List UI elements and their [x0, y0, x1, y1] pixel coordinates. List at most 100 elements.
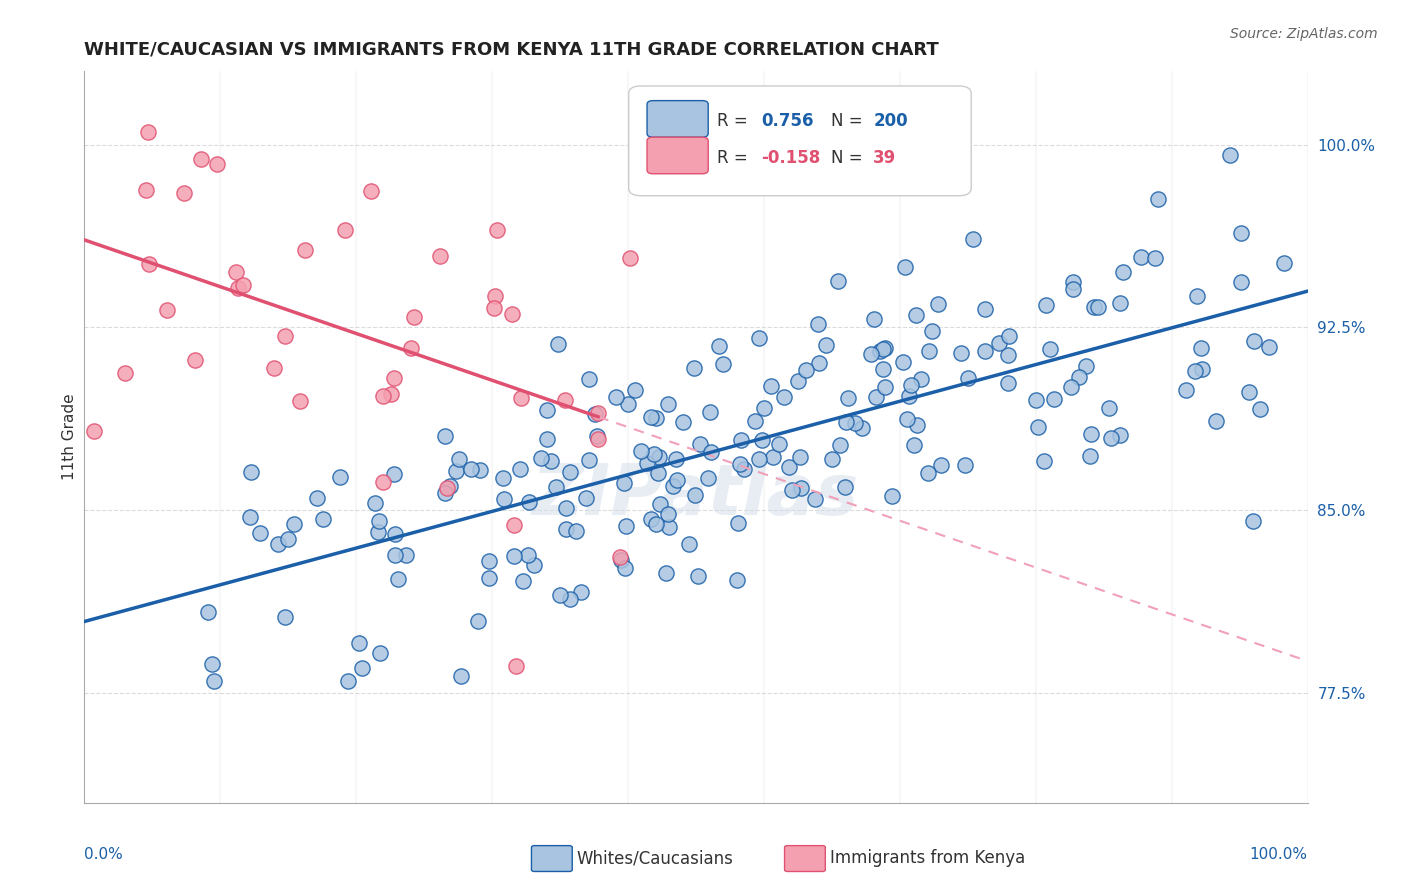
- FancyBboxPatch shape: [628, 86, 972, 195]
- Text: -0.158: -0.158: [761, 149, 820, 167]
- Point: [540, 454, 562, 468]
- Text: 39: 39: [873, 149, 897, 167]
- Point: [468, 462, 491, 476]
- Point: [859, 347, 882, 361]
- Point: [492, 492, 515, 507]
- Point: [1205, 414, 1227, 428]
- Point: [827, 274, 849, 288]
- Point: [484, 289, 506, 303]
- Point: [586, 428, 609, 442]
- Point: [502, 307, 524, 321]
- Text: 100.0%: 100.0%: [1250, 847, 1308, 862]
- Point: [644, 411, 666, 425]
- Point: [1185, 289, 1208, 303]
- Point: [754, 401, 776, 416]
- Point: [683, 488, 706, 502]
- Point: [921, 324, 943, 338]
- Point: [249, 526, 271, 541]
- Point: [1080, 426, 1102, 441]
- Point: [1249, 401, 1271, 416]
- Point: [225, 265, 247, 279]
- Point: [575, 491, 598, 505]
- Point: [648, 497, 671, 511]
- Point: [875, 342, 897, 356]
- Point: [1062, 275, 1084, 289]
- Point: [748, 452, 770, 467]
- Point: [1043, 392, 1066, 406]
- Point: [896, 411, 918, 425]
- Point: [586, 405, 609, 419]
- Point: [998, 328, 1021, 343]
- Point: [1174, 383, 1197, 397]
- Point: [897, 389, 920, 403]
- Text: N =: N =: [831, 149, 868, 167]
- Point: [988, 336, 1011, 351]
- Point: [444, 464, 467, 478]
- Point: [305, 491, 328, 506]
- Point: [665, 451, 688, 466]
- Point: [384, 527, 406, 541]
- Point: [851, 421, 873, 435]
- FancyBboxPatch shape: [647, 101, 709, 137]
- Point: [335, 223, 357, 237]
- Point: [1069, 369, 1091, 384]
- Point: [368, 646, 391, 660]
- Point: [903, 438, 925, 452]
- Point: [640, 410, 662, 425]
- Point: [1087, 300, 1109, 314]
- Point: [512, 574, 534, 588]
- Point: [900, 377, 922, 392]
- Text: 0.756: 0.756: [761, 112, 813, 130]
- Point: [136, 125, 159, 139]
- Point: [486, 223, 509, 237]
- Point: [662, 479, 685, 493]
- Point: [294, 243, 316, 257]
- Point: [371, 388, 394, 402]
- Text: Whites/Caucasians: Whites/Caucasians: [576, 849, 734, 867]
- Text: WHITE/CAUCASIAN VS IMMIGRANTS FROM KENYA 11TH GRADE CORRELATION CHART: WHITE/CAUCASIAN VS IMMIGRANTS FROM KENYA…: [84, 41, 939, 59]
- Point: [648, 450, 671, 464]
- Point: [429, 249, 451, 263]
- Point: [699, 405, 721, 419]
- Point: [447, 451, 470, 466]
- Point: [578, 372, 600, 386]
- Point: [610, 552, 633, 566]
- Point: [630, 444, 652, 458]
- Point: [682, 360, 704, 375]
- Point: [1130, 250, 1153, 264]
- Point: [686, 568, 709, 582]
- Point: [1039, 342, 1062, 356]
- Point: [613, 560, 636, 574]
- Point: [283, 517, 305, 532]
- Point: [807, 317, 830, 331]
- Point: [1189, 341, 1212, 355]
- Point: [891, 355, 914, 369]
- Point: [778, 459, 800, 474]
- Point: [697, 471, 720, 485]
- Point: [530, 451, 553, 466]
- Point: [1219, 147, 1241, 161]
- Point: [612, 476, 634, 491]
- Text: R =: R =: [717, 149, 752, 167]
- Point: [434, 485, 457, 500]
- Point: [173, 186, 195, 200]
- Point: [636, 456, 658, 470]
- Point: [558, 592, 581, 607]
- Point: [614, 519, 637, 533]
- Text: 0.0%: 0.0%: [84, 847, 124, 862]
- Point: [1035, 298, 1057, 312]
- Point: [1109, 296, 1132, 310]
- Point: [1229, 275, 1251, 289]
- Point: [288, 393, 311, 408]
- Point: [434, 429, 457, 443]
- Point: [761, 379, 783, 393]
- Point: [1237, 384, 1260, 399]
- Point: [962, 232, 984, 246]
- Point: [655, 566, 678, 580]
- Point: [439, 478, 461, 492]
- Point: [748, 331, 770, 345]
- Point: [565, 524, 588, 538]
- Point: [207, 156, 229, 170]
- Point: [523, 558, 546, 572]
- Text: Source: ZipAtlas.com: Source: ZipAtlas.com: [1230, 27, 1378, 41]
